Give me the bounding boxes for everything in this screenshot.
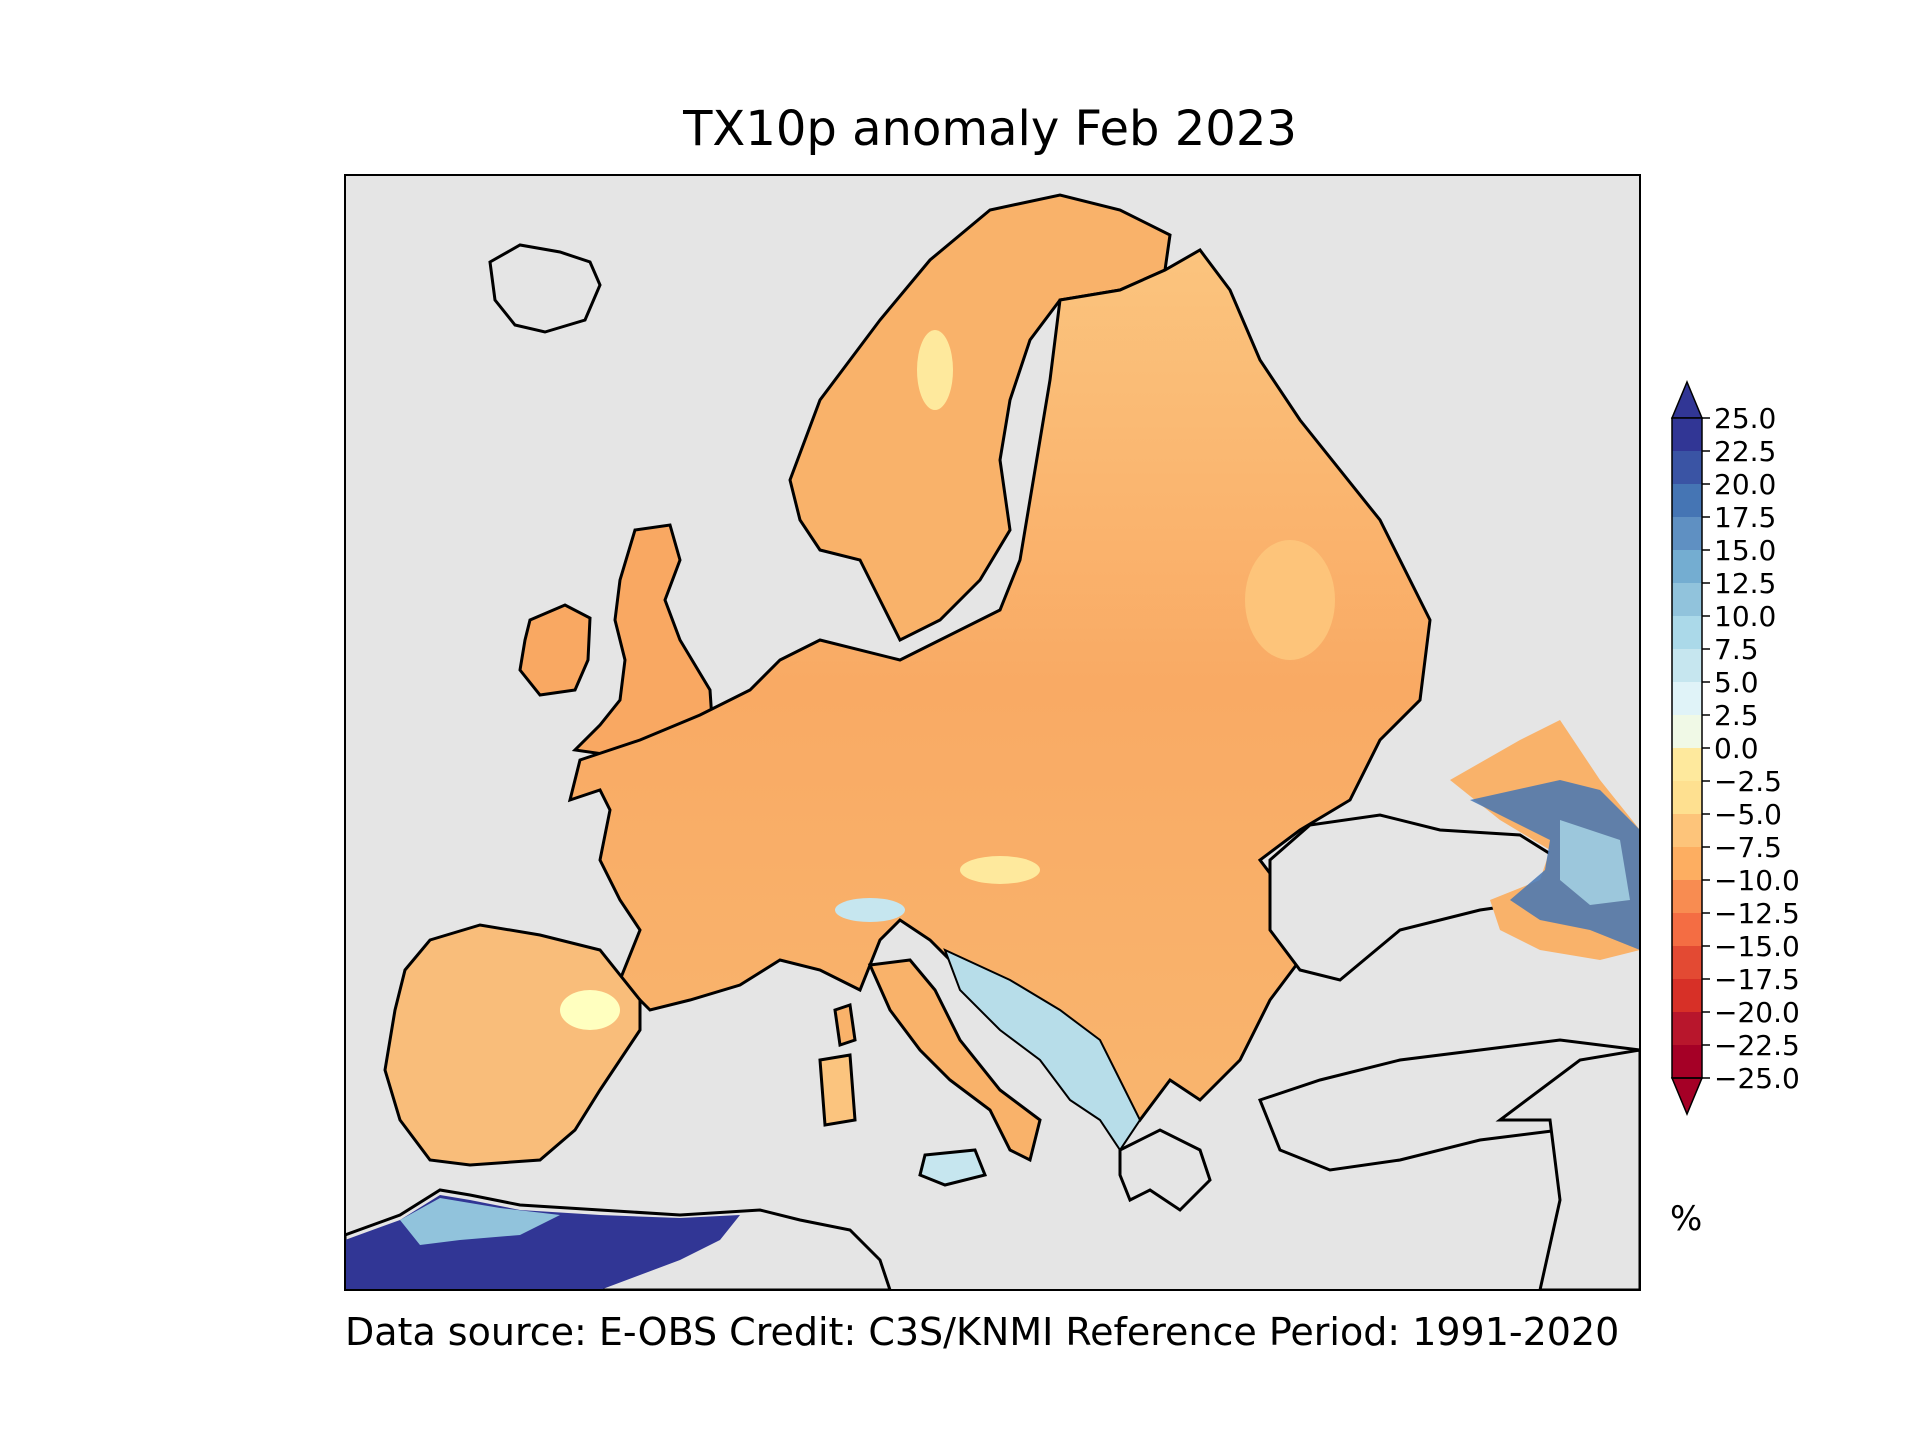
colorbar-segment [1672,484,1702,518]
land-iberia [383,923,642,1167]
map-panel [344,174,1641,1291]
colorbar: 25.022.520.017.515.012.510.07.55.02.50.0… [1670,380,1800,1116]
colorbar-tick-label: 0.0 [1714,732,1759,765]
alps-cool-patch [835,898,905,922]
map-frame [344,174,1641,1291]
pannonian-light-patch [960,856,1040,884]
colorbar-tick-label: −7.5 [1714,831,1782,864]
colorbar-tick-label: 2.5 [1714,699,1759,732]
colorbar-segment [1672,748,1702,782]
land-corsica [833,1003,857,1047]
colorbar-tick-label: 12.5 [1714,567,1776,600]
colorbar-segment [1672,517,1702,551]
colorbar-segment [1672,1045,1702,1079]
colorbar-tick-label: −20.0 [1714,996,1800,1029]
colorbar-segment [1672,418,1702,452]
colorbar-segment [1672,979,1702,1013]
colorbar-segment [1672,814,1702,848]
caucasus-cold-patch [1470,780,1640,950]
russia-light-patch [1245,540,1335,660]
chart-title: TX10p anomaly Feb 2023 [682,101,1297,157]
land-europe-mainland [567,248,1432,1123]
colorbar-extend-top [1670,380,1704,419]
land-sardinia [818,1053,857,1127]
north-africa-light-patch [400,1198,560,1245]
colorbar-segment [1672,781,1702,815]
colorbar-tick-label: −15.0 [1714,930,1800,963]
colorbar-extend-bottom [1670,1077,1704,1116]
land-scandinavia [788,193,1172,643]
colorbar-tick-label: −5.0 [1714,798,1782,831]
land-ireland [518,603,592,697]
colorbar-tick-label: −25.0 [1714,1062,1800,1095]
colorbar-tick-label: 22.5 [1714,435,1776,468]
colorbar-tick-label: −2.5 [1714,765,1782,798]
colorbar-tick-label: 15.0 [1714,534,1776,567]
colorbar-segment [1672,616,1702,650]
colorbar-segment [1672,550,1702,584]
land-turkey [1258,1038,1640,1172]
colorbar-segment [1672,880,1702,914]
colorbar-segment [1672,682,1702,716]
colorbar-segment [1672,847,1702,881]
colorbar-segment [1672,451,1702,485]
colorbar-tick-label: 20.0 [1714,468,1776,501]
colorbar-tick-label: −17.5 [1714,963,1800,996]
colorbar-segment [1672,946,1702,980]
footer-credit: Data source: E-OBS Credit: C3S/KNMI Refe… [345,1310,1619,1354]
colorbar-tick-label: 25.0 [1714,402,1776,435]
colorbar-segment [1672,715,1702,749]
land-greece [1118,1128,1212,1212]
colorbar-segment [1672,913,1702,947]
colorbar-tick-label: 10.0 [1714,600,1776,633]
colorbar-tick-label: 17.5 [1714,501,1776,534]
land-iceland [488,243,602,334]
iberia-east-light-patch [560,990,620,1030]
caucasus-light-patch [1560,820,1630,905]
colorbar-tick-label: 5.0 [1714,666,1759,699]
colorbar-tick-label: 7.5 [1714,633,1759,666]
land-italy [867,958,1042,1163]
colorbar-segment [1672,649,1702,683]
scandinavia-light-patch [917,330,953,410]
land-middle-east [1495,1048,1640,1290]
colorbar-segment [1672,583,1702,617]
colorbar-tick-label: −10.0 [1714,864,1800,897]
colorbar-unit-label: % [1670,1199,1702,1239]
land-sicily [918,1148,988,1187]
colorbar-tick-label: −12.5 [1714,897,1800,930]
colorbar-tick-label: −22.5 [1714,1029,1800,1062]
colorbar-segment [1672,1012,1702,1046]
map-content [345,193,1640,1290]
